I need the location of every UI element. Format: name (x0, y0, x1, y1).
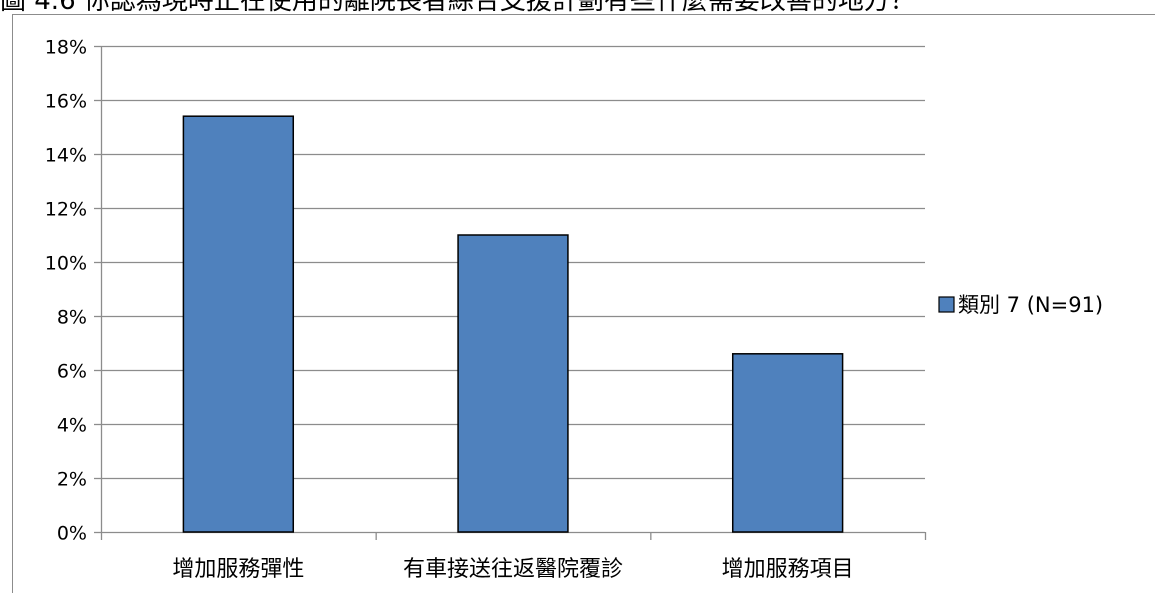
legend-swatch (939, 297, 954, 312)
y-tick-label: 2% (57, 469, 87, 491)
bar (183, 116, 293, 532)
legend: 類別 7 (N=91) (939, 293, 1103, 317)
bar (458, 235, 568, 532)
y-tick-label: 8% (57, 307, 87, 329)
x-tick-label: 增加服務彈性 (172, 557, 304, 582)
y-tick-label: 6% (57, 361, 87, 383)
x-tick-label: 增加服務項目 (722, 557, 854, 582)
y-tick-label: 16% (45, 91, 87, 113)
y-tick-label: 4% (57, 415, 87, 437)
y-tick-label: 10% (45, 253, 87, 275)
bar (733, 354, 843, 532)
bars (183, 116, 842, 532)
y-tick-label: 12% (45, 199, 87, 221)
legend-label: 類別 7 (N=91) (958, 293, 1103, 317)
x-tick-label: 有車接送往返醫院覆診 (403, 557, 623, 582)
y-tick-label: 14% (45, 145, 87, 167)
y-tick-label: 18% (45, 37, 87, 59)
y-tick-label: 0% (57, 523, 87, 545)
